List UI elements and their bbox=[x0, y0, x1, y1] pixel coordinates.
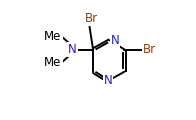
Text: N: N bbox=[103, 74, 112, 87]
Text: N: N bbox=[111, 34, 119, 47]
Text: Me: Me bbox=[44, 30, 62, 43]
Text: Br: Br bbox=[85, 12, 98, 25]
Text: N: N bbox=[68, 43, 77, 56]
Text: Br: Br bbox=[142, 43, 156, 56]
Text: Me: Me bbox=[44, 56, 62, 69]
